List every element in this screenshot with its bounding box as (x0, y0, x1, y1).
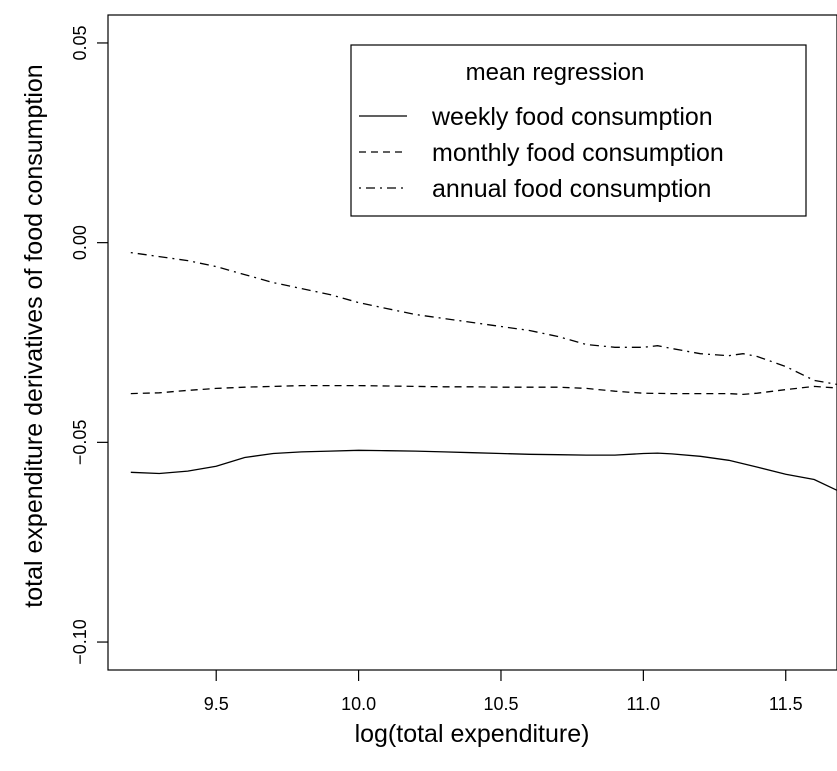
series-line-1 (130, 449, 837, 491)
x-axis-label: log(total expenditure) (355, 720, 590, 748)
x-tick-label: 10.0 (341, 694, 376, 714)
x-tick-label: 10.5 (483, 694, 518, 714)
x-axis: 9.5 10.0 10.5 11.0 11.5 (204, 670, 803, 714)
y-tick-label: 0.00 (70, 225, 90, 260)
y-tick-label: −0.05 (70, 420, 90, 466)
x-tick-label: 11.0 (627, 694, 661, 714)
series-line-2 (130, 384, 837, 396)
x-tick-label: 11.5 (769, 694, 803, 714)
plot-frame (107, 14, 837, 671)
legend-box (350, 44, 807, 217)
legend-title: mean regression (466, 59, 645, 86)
legend-label-2: monthly food consumption (432, 139, 724, 167)
y-tick-label: 0.05 (70, 25, 90, 60)
legend: mean regression weekly food consumption mo… (350, 44, 807, 217)
plot-border (107, 14, 837, 671)
x-tick-label: 9.5 (204, 694, 229, 714)
legend-label-3: annual food consumption (432, 175, 711, 203)
series-line-3 (130, 251, 837, 386)
y-axis-label: total expenditure derivatives of food co… (20, 64, 48, 607)
legend-label-1: weekly food consumption (431, 103, 713, 131)
y-tick-label: −0.10 (70, 619, 90, 665)
y-axis: −0.10 −0.05 0.00 0.05 (70, 25, 108, 665)
series-layer (130, 251, 837, 491)
